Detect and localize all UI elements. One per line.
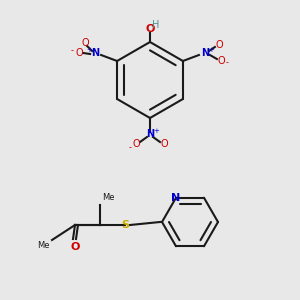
Text: O: O	[160, 139, 168, 149]
Text: Me: Me	[102, 194, 115, 202]
Text: N: N	[201, 48, 209, 58]
Text: -: -	[70, 46, 74, 56]
Text: O: O	[217, 56, 225, 66]
Text: +: +	[86, 47, 92, 53]
Text: N: N	[171, 193, 181, 203]
Text: Me: Me	[38, 241, 50, 250]
Text: O: O	[75, 48, 83, 58]
Text: H: H	[152, 20, 160, 30]
Text: O: O	[215, 40, 223, 50]
Text: O: O	[70, 242, 80, 252]
Text: O: O	[145, 24, 155, 34]
Text: N: N	[91, 48, 99, 58]
Text: -: -	[225, 58, 228, 68]
Text: O: O	[132, 139, 140, 149]
Text: O: O	[81, 38, 89, 48]
Text: +: +	[153, 128, 159, 134]
Text: +: +	[208, 47, 214, 53]
Text: S: S	[121, 220, 129, 230]
Text: N: N	[146, 129, 154, 139]
Text: -: -	[128, 143, 131, 152]
